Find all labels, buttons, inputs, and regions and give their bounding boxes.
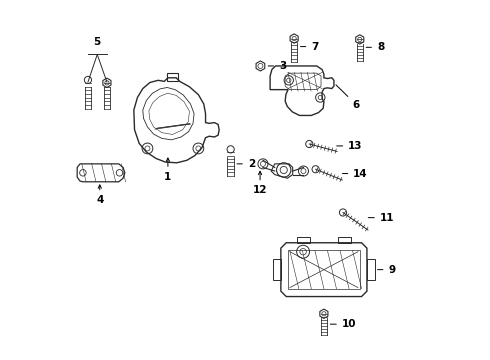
Bar <box>273 259 281 280</box>
Text: 10: 10 <box>330 319 356 329</box>
Text: 1: 1 <box>164 158 171 182</box>
Text: 3: 3 <box>268 61 286 71</box>
Text: 5: 5 <box>94 37 101 47</box>
Text: 14: 14 <box>343 168 368 179</box>
Bar <box>338 237 351 243</box>
Text: 8: 8 <box>366 42 384 52</box>
Bar <box>297 237 310 243</box>
Text: 7: 7 <box>300 42 318 51</box>
Text: 12: 12 <box>253 171 268 195</box>
Bar <box>367 259 375 280</box>
Text: 13: 13 <box>337 141 363 151</box>
Text: 11: 11 <box>368 213 394 222</box>
Bar <box>288 250 360 289</box>
Bar <box>167 73 178 81</box>
Text: 6: 6 <box>336 85 360 110</box>
Text: 9: 9 <box>378 265 395 275</box>
Text: 2: 2 <box>237 159 255 169</box>
Text: 4: 4 <box>96 185 103 206</box>
